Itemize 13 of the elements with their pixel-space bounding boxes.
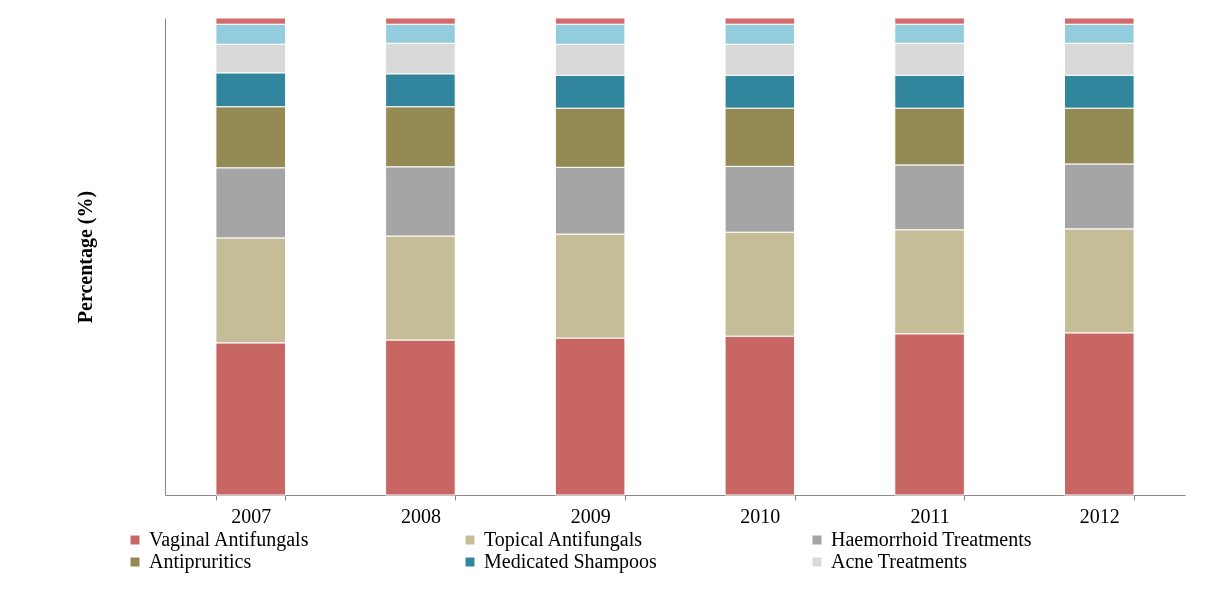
legend-label: Antipruritics (149, 550, 252, 573)
x-tick-label: 2007 (231, 504, 272, 527)
legend-label: Medicated Shampoos (484, 550, 657, 573)
legend-label: Acne Treatments (831, 550, 968, 572)
x-tick-label: 2010 (740, 504, 781, 527)
legend-label: Vaginal Antifungals (149, 528, 309, 551)
x-tick-label: 2011 (910, 504, 950, 527)
legend-label: Topical Antifungals (484, 528, 643, 551)
x-tick-label: 2008 (400, 504, 441, 527)
y-axis-title: Percentage (%) (73, 190, 97, 324)
x-tick-label: 2009 (570, 504, 611, 527)
x-tick-label: 2012 (1079, 504, 1120, 527)
legend-label: Haemorrhoid Treatments (831, 528, 1032, 550)
